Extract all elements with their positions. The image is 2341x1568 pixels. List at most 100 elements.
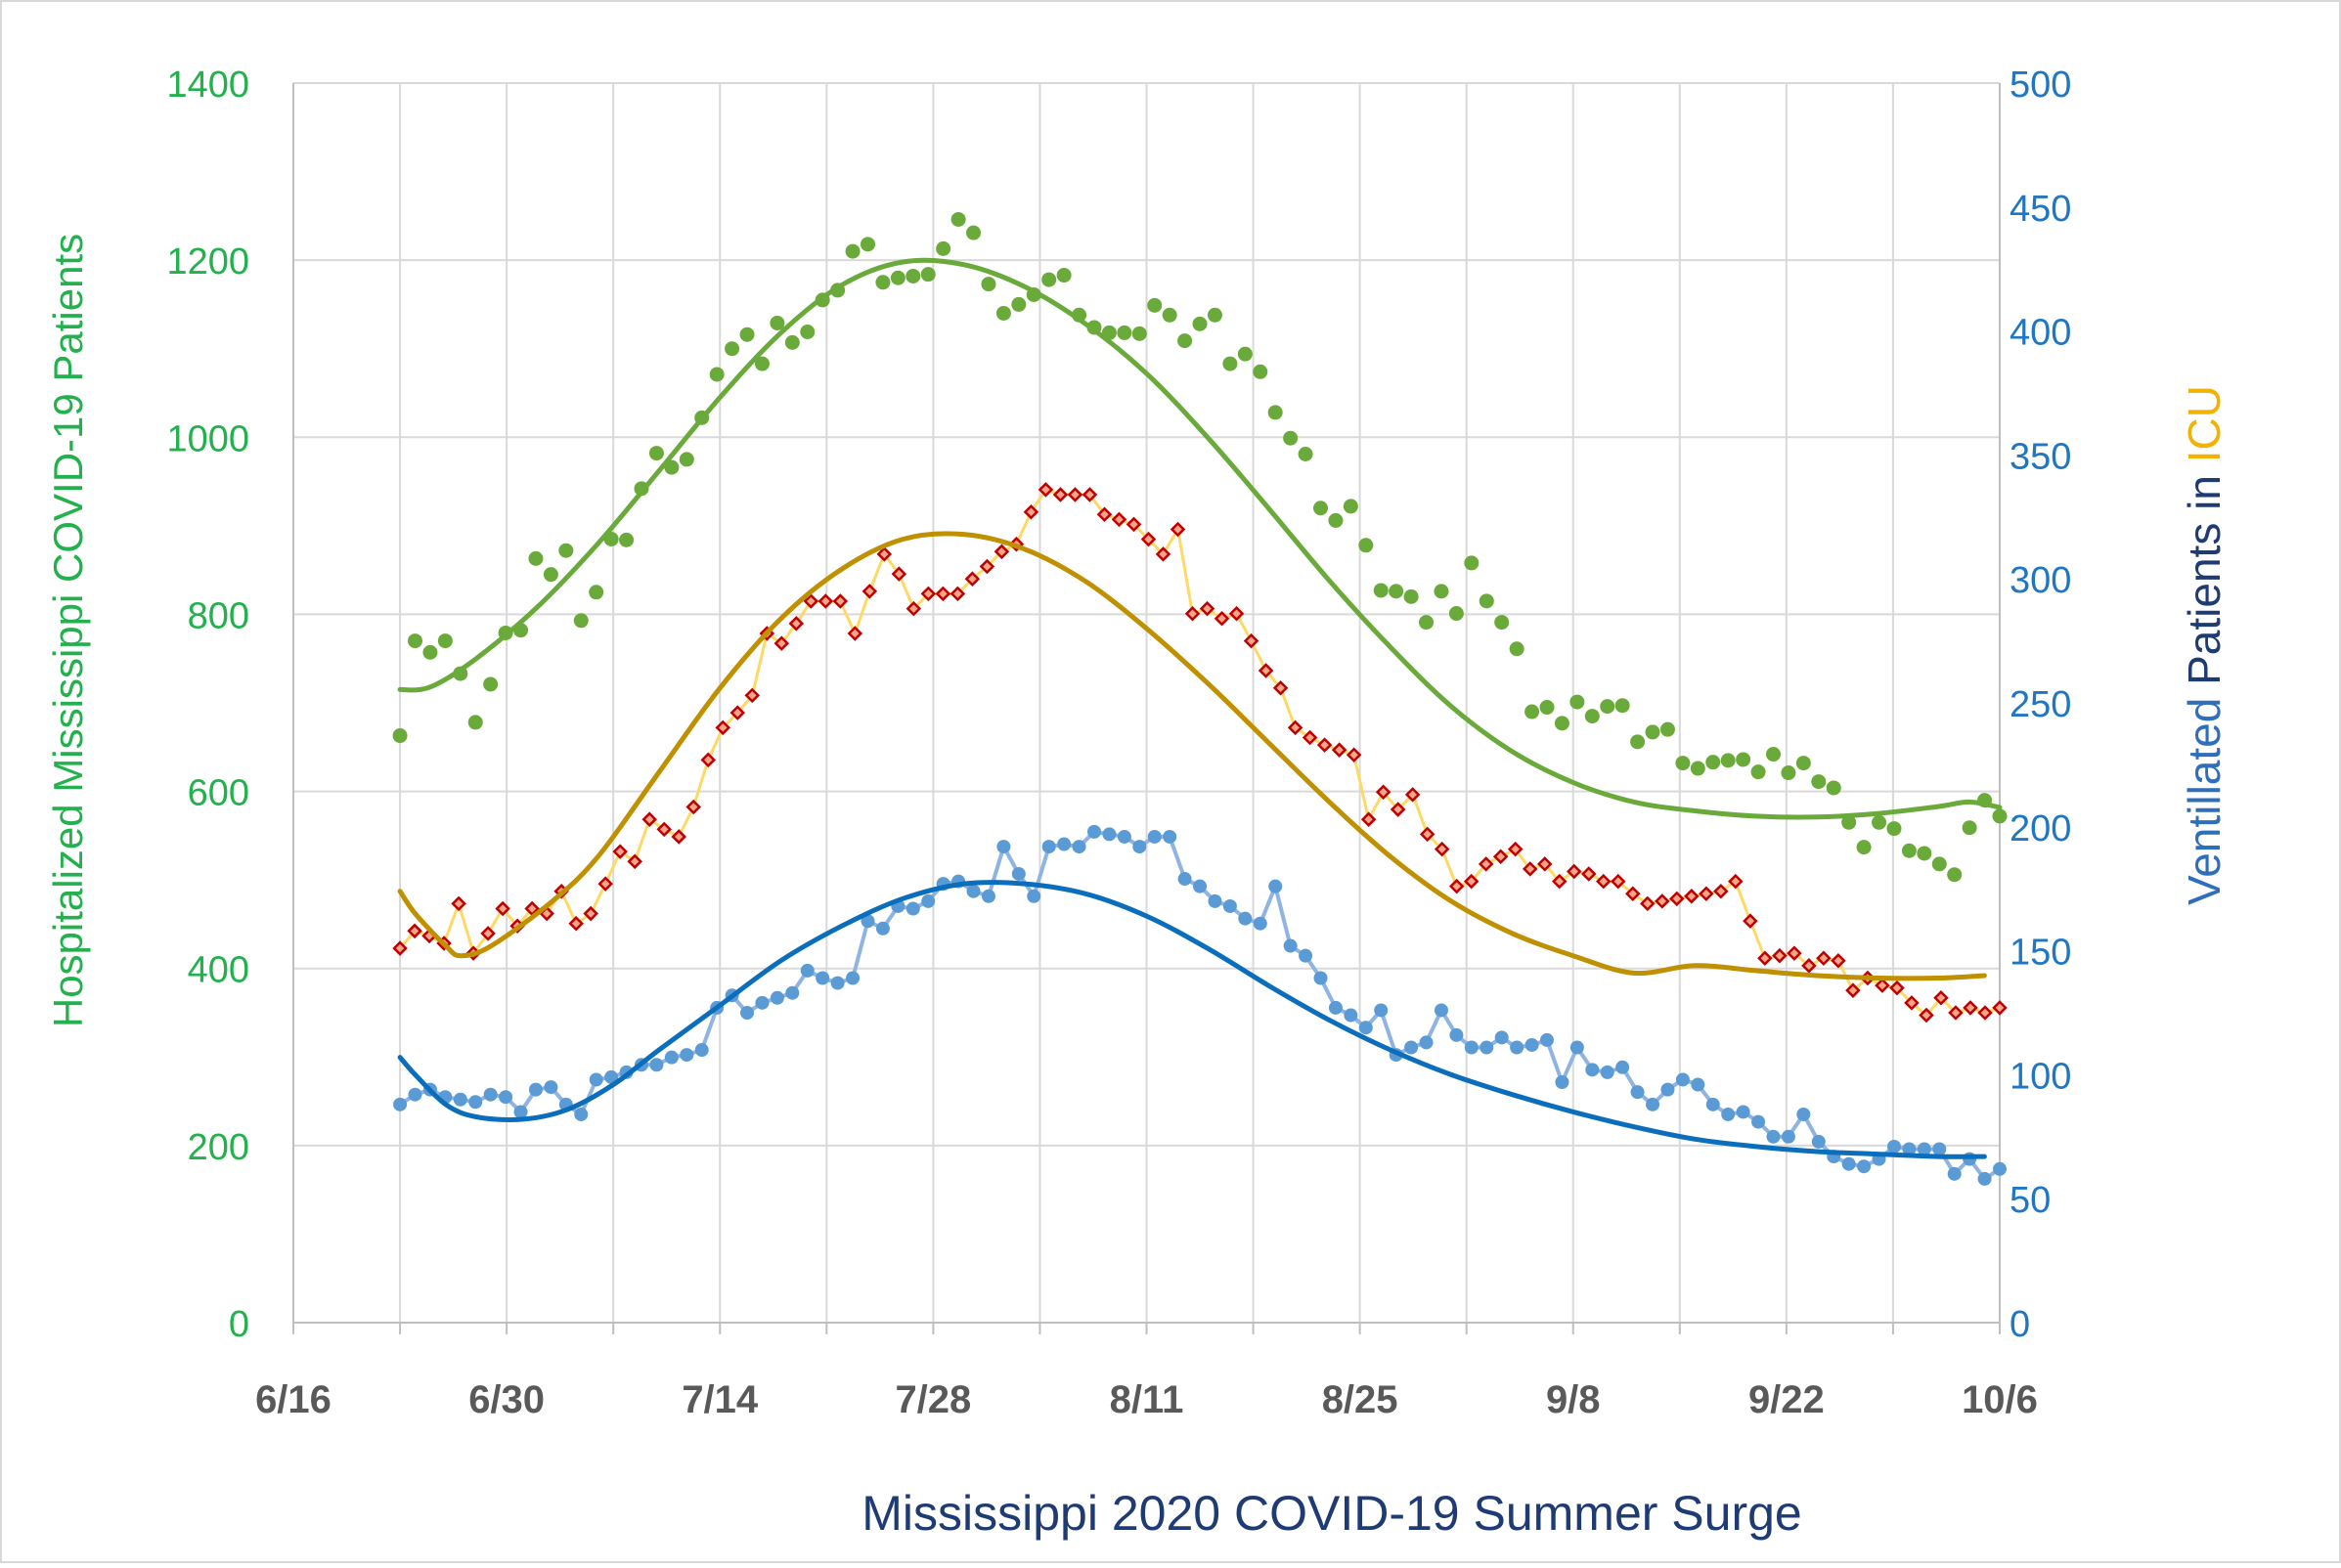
icu-point — [1728, 873, 1744, 890]
ventilated-point — [1993, 1161, 2007, 1176]
hospitalized-point — [467, 715, 483, 730]
hospitalized-point — [1328, 512, 1344, 528]
ventilated-point — [649, 1058, 664, 1072]
hospitalized-point — [995, 305, 1011, 321]
ventilated-point — [1132, 840, 1147, 854]
hospitalized-point — [936, 240, 951, 256]
ventilated-point — [1646, 1097, 1660, 1111]
ventilated-point — [1977, 1171, 1992, 1186]
hospitalized-point — [422, 644, 438, 660]
x-tick-label: 6/30 — [468, 1378, 545, 1421]
icu-point — [671, 829, 686, 845]
ventilated-point — [1766, 1129, 1781, 1144]
ventilated-point — [544, 1080, 558, 1095]
icu-point — [480, 926, 496, 941]
icu-point — [715, 719, 731, 736]
hospitalized-point — [1509, 641, 1524, 657]
icu-point — [1845, 982, 1861, 998]
icu-point — [1170, 521, 1186, 538]
ventilated-point — [604, 1069, 619, 1084]
hospitalized-point — [589, 585, 604, 600]
ventilated-point — [1253, 916, 1267, 931]
ventilated-point — [1630, 1085, 1645, 1100]
hospitalized-point — [483, 676, 499, 692]
hospitalized-point — [1750, 764, 1766, 780]
hospitalized-point — [1584, 709, 1600, 724]
icu-point — [392, 940, 408, 956]
icu-point — [1831, 952, 1846, 969]
icu-point — [1331, 742, 1347, 758]
ventilated-point — [1947, 1166, 1962, 1181]
icu-point — [1536, 856, 1553, 872]
ventilated-point — [1299, 948, 1313, 963]
hospitalized-point — [1614, 698, 1630, 714]
hospitalized-point — [1192, 316, 1208, 331]
hospitalized-point — [437, 633, 453, 649]
ventilated-point — [1585, 1063, 1600, 1077]
hospitalized-point — [1720, 753, 1736, 768]
icu-point — [1448, 878, 1465, 894]
y-tick-label-left: 1200 — [166, 241, 249, 283]
icu-point — [964, 571, 981, 587]
x-tick-label: 7/14 — [682, 1378, 759, 1421]
ventilated-point — [846, 971, 861, 985]
hospitalized-point — [1434, 584, 1449, 599]
x-tick-label: 8/11 — [1110, 1378, 1184, 1421]
icu-point — [1419, 826, 1436, 843]
y-tick-label-left: 1400 — [166, 65, 249, 106]
ventilated-point — [861, 914, 875, 929]
icu-point — [1140, 531, 1157, 547]
x-tick-label: 9/8 — [1546, 1378, 1601, 1421]
x-axis-title: Mississippi 2020 COVID-19 Summer Surge — [861, 1486, 1801, 1541]
hospitalized-point — [1117, 325, 1132, 340]
icu-point — [1052, 487, 1069, 502]
icu-point — [920, 586, 937, 602]
hospitalized-point — [860, 237, 875, 252]
hospitalized-point — [1962, 820, 1977, 836]
hospitalized-point — [558, 543, 574, 558]
ventilated-point — [1041, 840, 1056, 854]
icu-point — [1390, 802, 1406, 817]
y-tick-label-left: 600 — [188, 773, 249, 814]
y-tick-label-left: 200 — [188, 1127, 249, 1168]
ventilated-point — [680, 1048, 694, 1063]
icu-point — [1111, 511, 1127, 528]
icu-point — [1963, 1000, 1978, 1016]
ventilated-point — [1434, 1003, 1448, 1018]
y-axis-right-title: Ventillated Patients in ICU — [2179, 385, 2230, 905]
ventilated-point — [1751, 1114, 1766, 1129]
icu-point — [1787, 945, 1802, 961]
y-tick-label-left: 800 — [188, 595, 249, 636]
icu-point — [612, 844, 628, 859]
hospitalized-point — [784, 334, 800, 350]
icu-point — [803, 593, 819, 609]
hospitalized-point — [1298, 446, 1313, 461]
x-tick-label: 9/22 — [1748, 1378, 1825, 1421]
icu-point — [1492, 849, 1509, 864]
ventilated-point — [1524, 1037, 1539, 1052]
ventilated-point — [966, 884, 981, 898]
icu-point — [1889, 980, 1905, 996]
ventilated-point — [1494, 1030, 1509, 1045]
ventilated-point — [1886, 1139, 1901, 1154]
ventilated-trend-line — [397, 880, 1987, 1159]
icu-point — [1243, 632, 1259, 649]
y-axis-right-title-part: Ventillated — [2179, 685, 2230, 905]
hospitalized-point — [1659, 721, 1675, 737]
hospitalized-point — [966, 225, 982, 240]
y-tick-label-right: 250 — [2010, 684, 2071, 725]
icu-point — [1919, 1007, 1934, 1024]
ventilated-point — [1600, 1065, 1614, 1079]
hospitalized-point — [1131, 326, 1147, 341]
ventilated-point — [981, 889, 995, 903]
ventilated-point — [453, 1092, 467, 1107]
icu-point — [1713, 883, 1729, 899]
icu-point — [1346, 747, 1362, 763]
ventilated-point — [785, 985, 800, 1000]
hospitalized-point — [800, 325, 816, 340]
hospitalized-point — [1464, 555, 1480, 571]
icu-point — [1904, 995, 1920, 1011]
y-tick-label-right: 450 — [2010, 189, 2071, 230]
icu-point — [1287, 719, 1303, 736]
